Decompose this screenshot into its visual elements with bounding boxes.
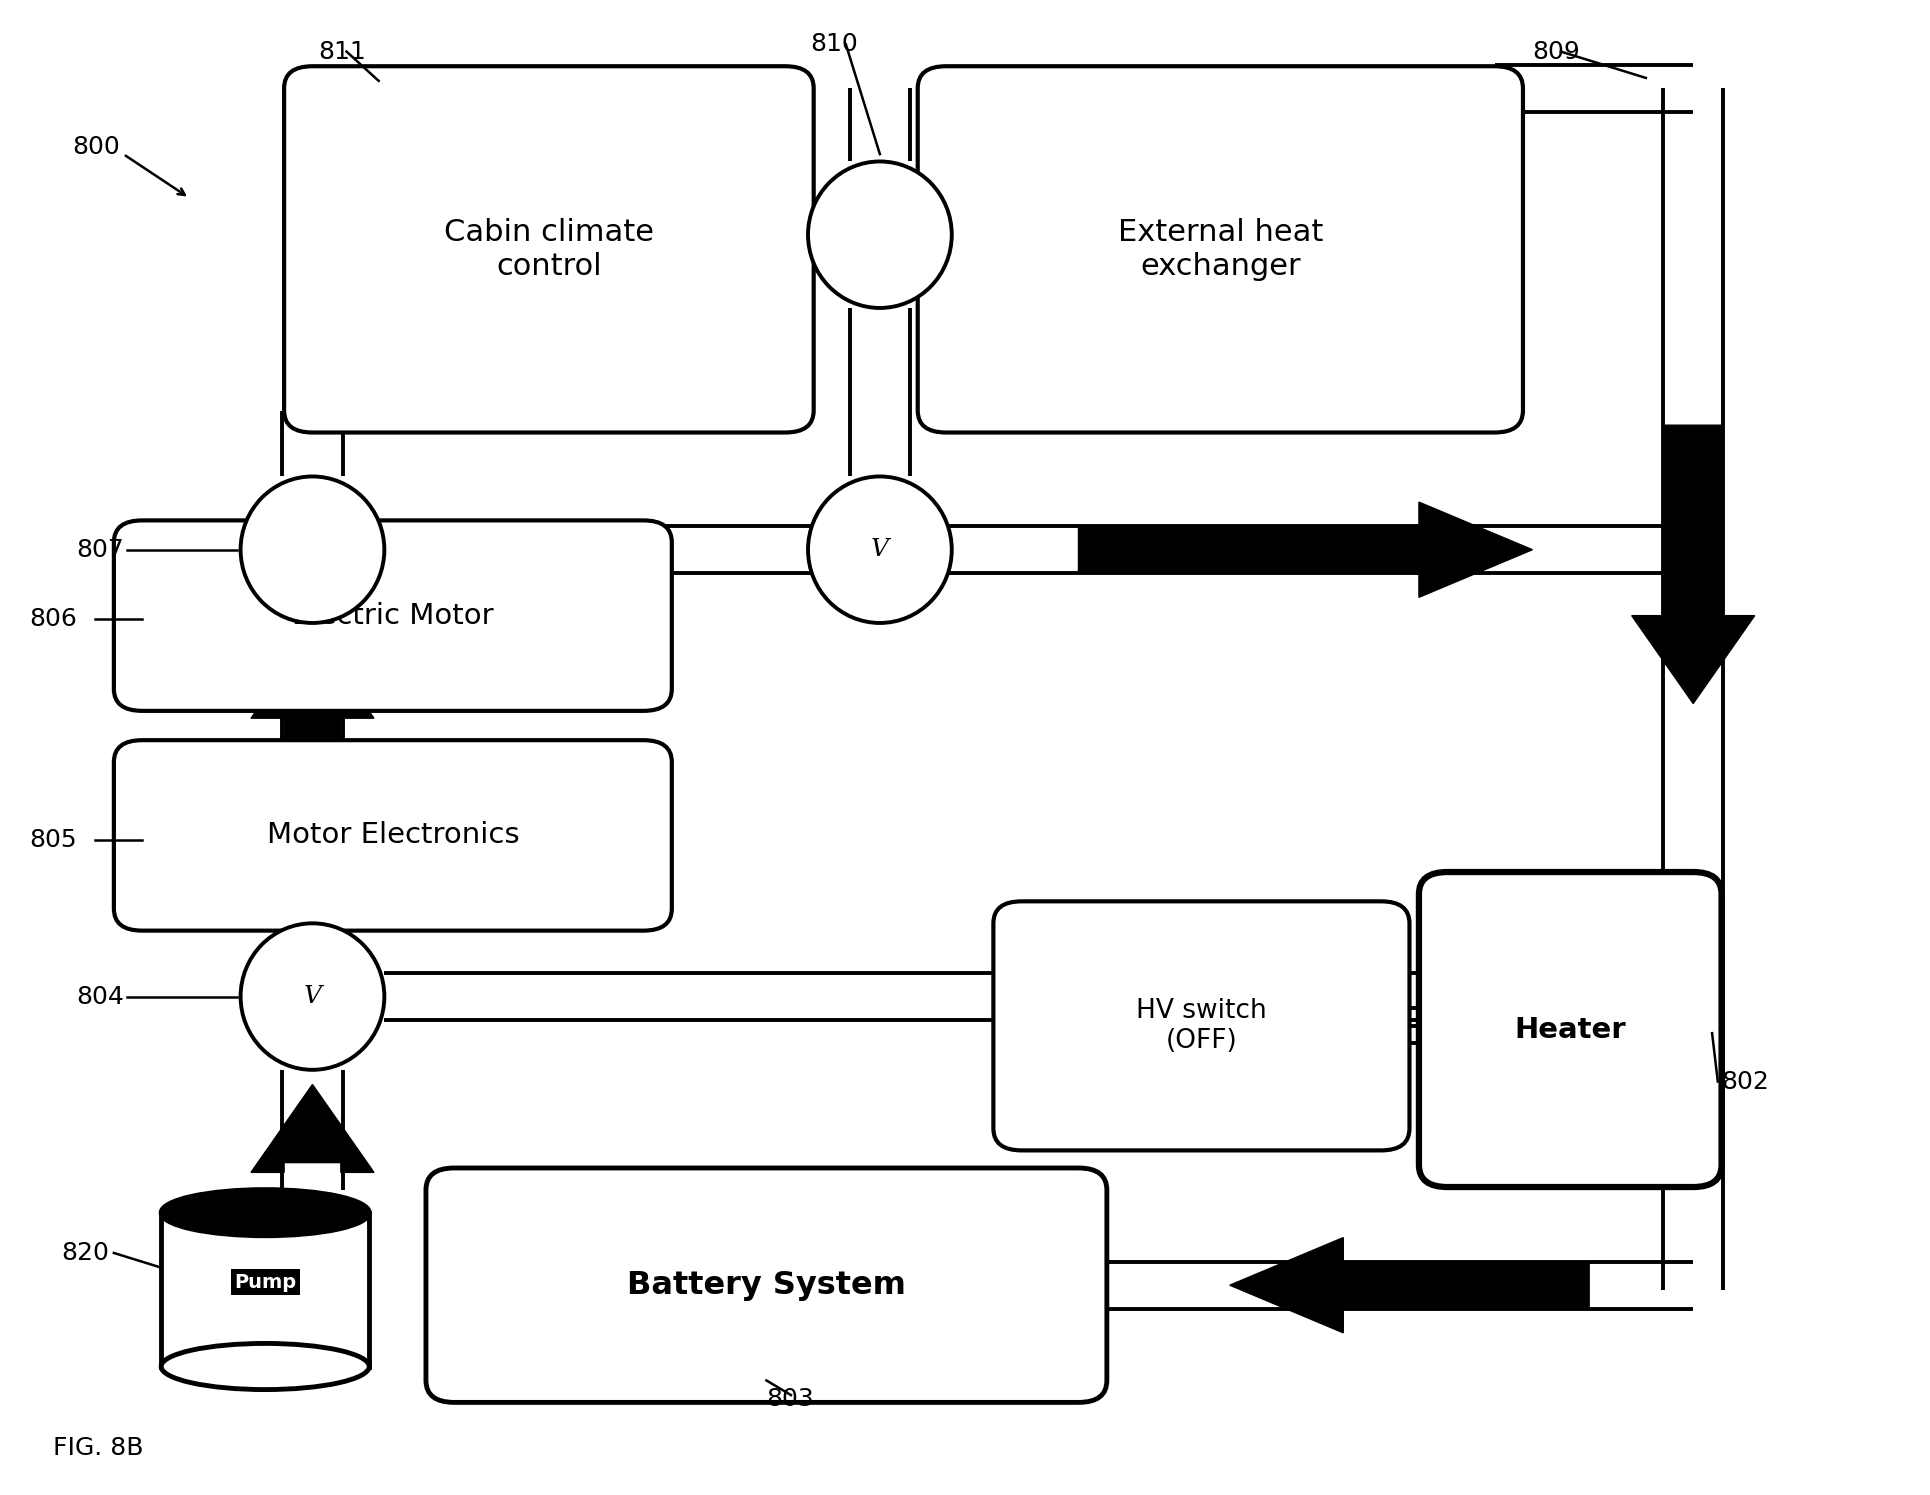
Text: 800: 800	[71, 135, 120, 158]
FancyArrow shape	[251, 631, 374, 851]
Text: 805: 805	[29, 828, 77, 852]
Text: Heater: Heater	[1515, 1015, 1627, 1044]
Text: HV switch
(OFF): HV switch (OFF)	[1137, 997, 1266, 1054]
FancyArrow shape	[251, 1084, 374, 1172]
FancyBboxPatch shape	[114, 520, 672, 712]
FancyBboxPatch shape	[917, 66, 1523, 432]
Bar	[162, 1190, 369, 1212]
Text: 803: 803	[766, 1387, 814, 1411]
Text: V: V	[303, 985, 322, 1008]
Text: External heat
exchanger: External heat exchanger	[1117, 218, 1324, 281]
FancyArrow shape	[1631, 425, 1754, 704]
Ellipse shape	[809, 477, 951, 623]
Ellipse shape	[241, 477, 384, 623]
Text: FIG. 8B: FIG. 8B	[54, 1435, 145, 1459]
Ellipse shape	[809, 161, 951, 308]
Text: Cabin climate
control: Cabin climate control	[444, 218, 654, 281]
FancyBboxPatch shape	[427, 1168, 1108, 1402]
Bar	[162, 1212, 369, 1366]
Text: 807: 807	[75, 538, 124, 562]
Text: V: V	[870, 538, 890, 561]
Text: Motor Electronics: Motor Electronics	[266, 821, 519, 849]
Text: 806: 806	[29, 607, 77, 631]
Text: 811: 811	[318, 39, 367, 64]
Ellipse shape	[241, 924, 384, 1070]
Text: 804: 804	[75, 985, 124, 1009]
FancyBboxPatch shape	[114, 740, 672, 930]
FancyBboxPatch shape	[1419, 872, 1722, 1187]
Text: 820: 820	[62, 1241, 108, 1265]
Text: 810: 810	[811, 33, 857, 57]
Ellipse shape	[162, 1190, 369, 1236]
FancyArrow shape	[1079, 502, 1532, 598]
Ellipse shape	[162, 1344, 369, 1389]
Text: Pump: Pump	[234, 1272, 295, 1292]
Text: Battery System: Battery System	[627, 1269, 905, 1301]
FancyArrow shape	[1229, 1238, 1588, 1334]
Text: 809: 809	[1532, 39, 1581, 64]
FancyBboxPatch shape	[284, 66, 814, 432]
FancyBboxPatch shape	[994, 901, 1409, 1151]
Text: 802: 802	[1722, 1069, 1770, 1093]
Text: Electric Motor: Electric Motor	[291, 601, 494, 629]
